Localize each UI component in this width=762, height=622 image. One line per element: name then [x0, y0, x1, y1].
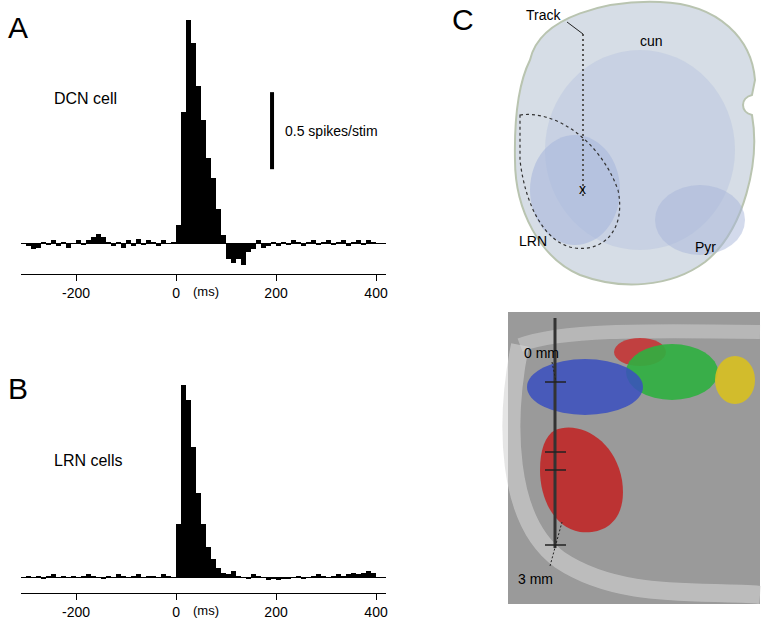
- svg-text:Pyr: Pyr: [695, 239, 716, 255]
- svg-text:0 mm: 0 mm: [524, 345, 559, 361]
- svg-text:cun: cun: [640, 33, 663, 49]
- svg-text:(ms): (ms): [193, 284, 219, 299]
- svg-text:400: 400: [364, 604, 388, 620]
- svg-text:A: A: [8, 11, 28, 44]
- svg-text:200: 200: [264, 604, 288, 620]
- svg-text:-200: -200: [62, 604, 90, 620]
- svg-text:200: 200: [264, 285, 288, 301]
- svg-text:x: x: [579, 181, 586, 197]
- svg-text:3 mm: 3 mm: [518, 571, 553, 587]
- svg-text:(ms): (ms): [193, 603, 219, 618]
- svg-text:C: C: [452, 3, 474, 36]
- svg-text:B: B: [8, 372, 28, 405]
- svg-text:0: 0: [172, 285, 180, 301]
- svg-text:400: 400: [364, 285, 388, 301]
- svg-text:0: 0: [172, 604, 180, 620]
- svg-text:DCN cell: DCN cell: [54, 90, 117, 107]
- svg-text:-200: -200: [62, 285, 90, 301]
- svg-text:0.5 spikes/stim: 0.5 spikes/stim: [285, 123, 378, 139]
- svg-text:LRN cells: LRN cells: [54, 452, 122, 469]
- svg-text:LRN: LRN: [519, 233, 547, 249]
- svg-text:Track: Track: [526, 7, 561, 23]
